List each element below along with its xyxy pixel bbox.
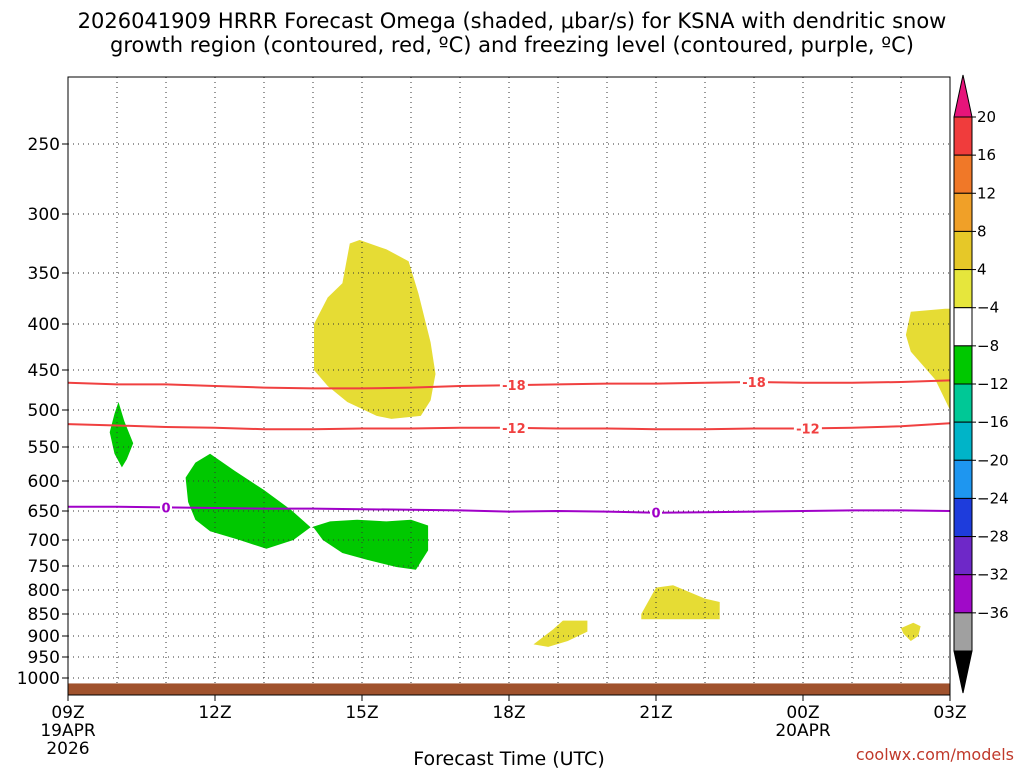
y-axis-ticks: 2503003504004505005506006507007508008509…: [17, 135, 68, 689]
colorbar-swatch: [953, 383, 973, 423]
colorbar-label: 20: [977, 108, 996, 126]
x-tick-label: 09Z: [51, 703, 84, 723]
omega-region-positive-0: [314, 240, 436, 419]
y-tick-label: 700: [28, 531, 60, 551]
colorbar-swatch: [953, 230, 973, 271]
colorbar-swatch: [953, 497, 973, 538]
y-tick-label: 900: [28, 627, 60, 647]
freezing-contour-label: 0: [651, 507, 660, 522]
dgz-contour-label: -12: [502, 422, 526, 437]
y-tick-label: 500: [28, 401, 60, 421]
colorbar-label: −16: [977, 413, 1009, 431]
omega-region-negative-7: [313, 519, 429, 570]
colorbar-label: −36: [977, 604, 1009, 622]
y-tick-label: 400: [28, 315, 60, 335]
colorbar-swatch: [953, 574, 973, 614]
colorbar-label: 8: [977, 222, 987, 240]
y-tick-label: 550: [28, 438, 60, 458]
y-tick-label: 300: [28, 205, 60, 225]
omega-region-positive-2: [641, 585, 720, 620]
y-tick-label: 1000: [17, 669, 60, 689]
colorbar: 20 16 12 8 4 −4 −8 −12 −16 −20 −24 −28 −32 −36: [953, 74, 1009, 694]
freezing-contour-0: [68, 505, 950, 514]
contour-layer: -18 -18 -12 -12 0 0: [68, 375, 950, 522]
omega-shading-layer: [109, 240, 950, 647]
freezing-label-bg: [160, 500, 172, 515]
dgz-label-bg: [740, 375, 768, 389]
dgz-label-bg: [793, 421, 822, 436]
x-tick-date: 19APR: [40, 721, 96, 741]
ground-surface: [68, 683, 950, 695]
omega-region-negative-6: [185, 453, 311, 549]
colorbar-label: −32: [977, 566, 1009, 584]
colorbar-label: −20: [977, 451, 1009, 469]
y-tick-label: 250: [28, 135, 60, 155]
colorbar-label: −4: [977, 299, 999, 317]
colorbar-label: 16: [977, 146, 996, 164]
x-tick-year: 2026: [46, 739, 89, 759]
dgz-label-bg: [499, 420, 528, 435]
colorbar-label: −28: [977, 528, 1009, 546]
colorbar-swatch: [953, 192, 973, 232]
x-tick-label: 00Z: [786, 703, 819, 723]
colorbar-label: −24: [977, 489, 1009, 507]
credit-link[interactable]: coolwx.com/models: [856, 745, 1014, 764]
grid-layer: [68, 77, 950, 695]
x-tick-label: 21Z: [639, 703, 672, 723]
y-tick-label: 350: [28, 264, 60, 284]
y-tick-label: 800: [28, 581, 60, 601]
y-tick-label: 600: [28, 472, 60, 492]
dgz-contour-label: -18: [742, 376, 766, 391]
colorbar-swatch: [953, 269, 973, 309]
colorbar-swatch: [953, 307, 973, 347]
y-tick-label: 850: [28, 605, 60, 625]
colorbar-label: 12: [977, 184, 996, 202]
dgz-label-bg: [499, 378, 528, 393]
x-tick-label: 15Z: [345, 703, 378, 723]
x-axis-title: Forecast Time (UTC): [413, 748, 604, 768]
colorbar-label: −12: [977, 375, 1009, 393]
colorbar-bottom-arrow: [953, 650, 973, 694]
chart-title-line1: 2026041909 HRRR Forecast Omega (shaded, …: [78, 9, 947, 33]
y-tick-label: 450: [28, 361, 60, 381]
omega-region-negative-5: [109, 402, 134, 468]
y-tick-label: 750: [28, 557, 60, 577]
freezing-contour-label: 0: [161, 501, 170, 516]
ground-layer: [68, 683, 950, 695]
colorbar-swatch: [953, 459, 973, 499]
colorbar-swatch: [953, 612, 973, 652]
dgz-contour-label: -18: [502, 379, 526, 394]
colorbar-label: 4: [977, 261, 987, 279]
y-tick-label: 950: [28, 648, 60, 668]
x-tick-label: 12Z: [198, 703, 231, 723]
colorbar-swatch: [953, 421, 973, 461]
colorbar-swatch: [953, 536, 973, 576]
x-tick-label: 03Z: [933, 703, 966, 723]
colorbar-label: −8: [977, 337, 999, 355]
chart-title-line2: growth region (contoured, red, ºC) and f…: [110, 33, 914, 57]
omega-region-positive-4: [901, 622, 921, 641]
colorbar-swatch: [953, 345, 973, 385]
omega-region-positive-1: [905, 308, 950, 410]
y-tick-label: 650: [28, 502, 60, 522]
x-tick-date: 20APR: [775, 721, 831, 741]
omega-region-positive-3: [533, 620, 588, 647]
colorbar-swatch: [953, 116, 973, 156]
freezing-label-bg: [650, 505, 662, 520]
dgz-contour-label: -12: [796, 422, 820, 437]
colorbar-swatch: [953, 154, 973, 194]
x-tick-label: 18Z: [492, 703, 525, 723]
